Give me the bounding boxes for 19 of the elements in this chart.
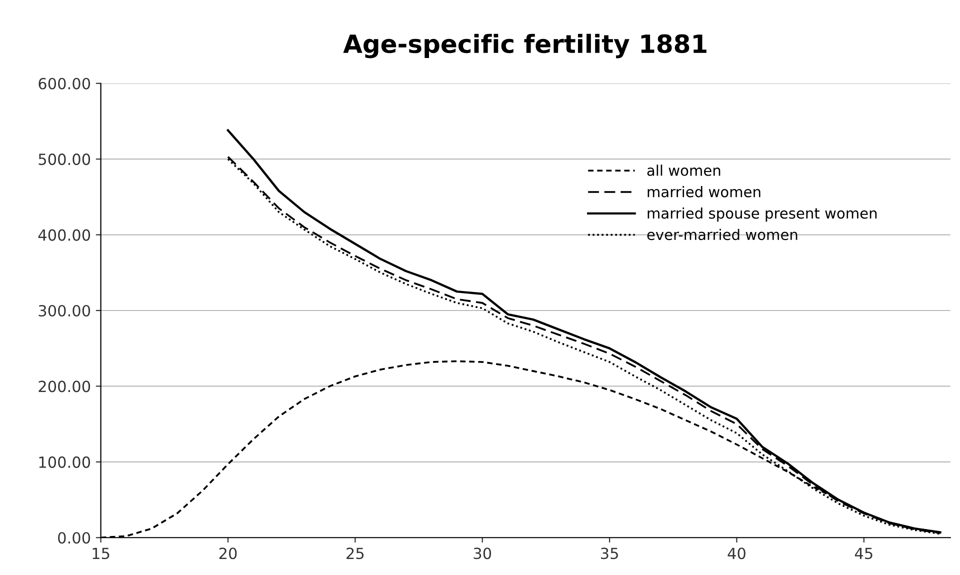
x-tick-label: 30	[474, 548, 492, 560]
y-tick-label: 200.00	[38, 380, 90, 392]
legend-label: all women	[647, 164, 720, 176]
legend-label: married women	[648, 186, 760, 198]
x-tick-label: 20	[219, 548, 237, 560]
y-tick-label: 100.00	[39, 456, 90, 468]
x-tick-label: 35	[600, 548, 618, 560]
x-tick-label: 15	[92, 548, 110, 560]
legend-label: married spouse present women	[648, 207, 877, 222]
y-tick-label: 0.00	[58, 532, 90, 544]
y-tick-label: 500.00	[38, 154, 90, 166]
chart-title: Age-specific fertility 1881	[343, 34, 706, 58]
legend-label: ever-married women	[647, 228, 798, 240]
y-tick-label: 300.00	[38, 304, 90, 317]
x-tick-label: 25	[346, 548, 364, 560]
y-tick-label: 600.00	[38, 78, 90, 90]
x-tick-label: 40	[728, 548, 746, 560]
x-tick-label: 45	[854, 548, 872, 560]
y-tick-label: 400.00	[38, 229, 90, 241]
